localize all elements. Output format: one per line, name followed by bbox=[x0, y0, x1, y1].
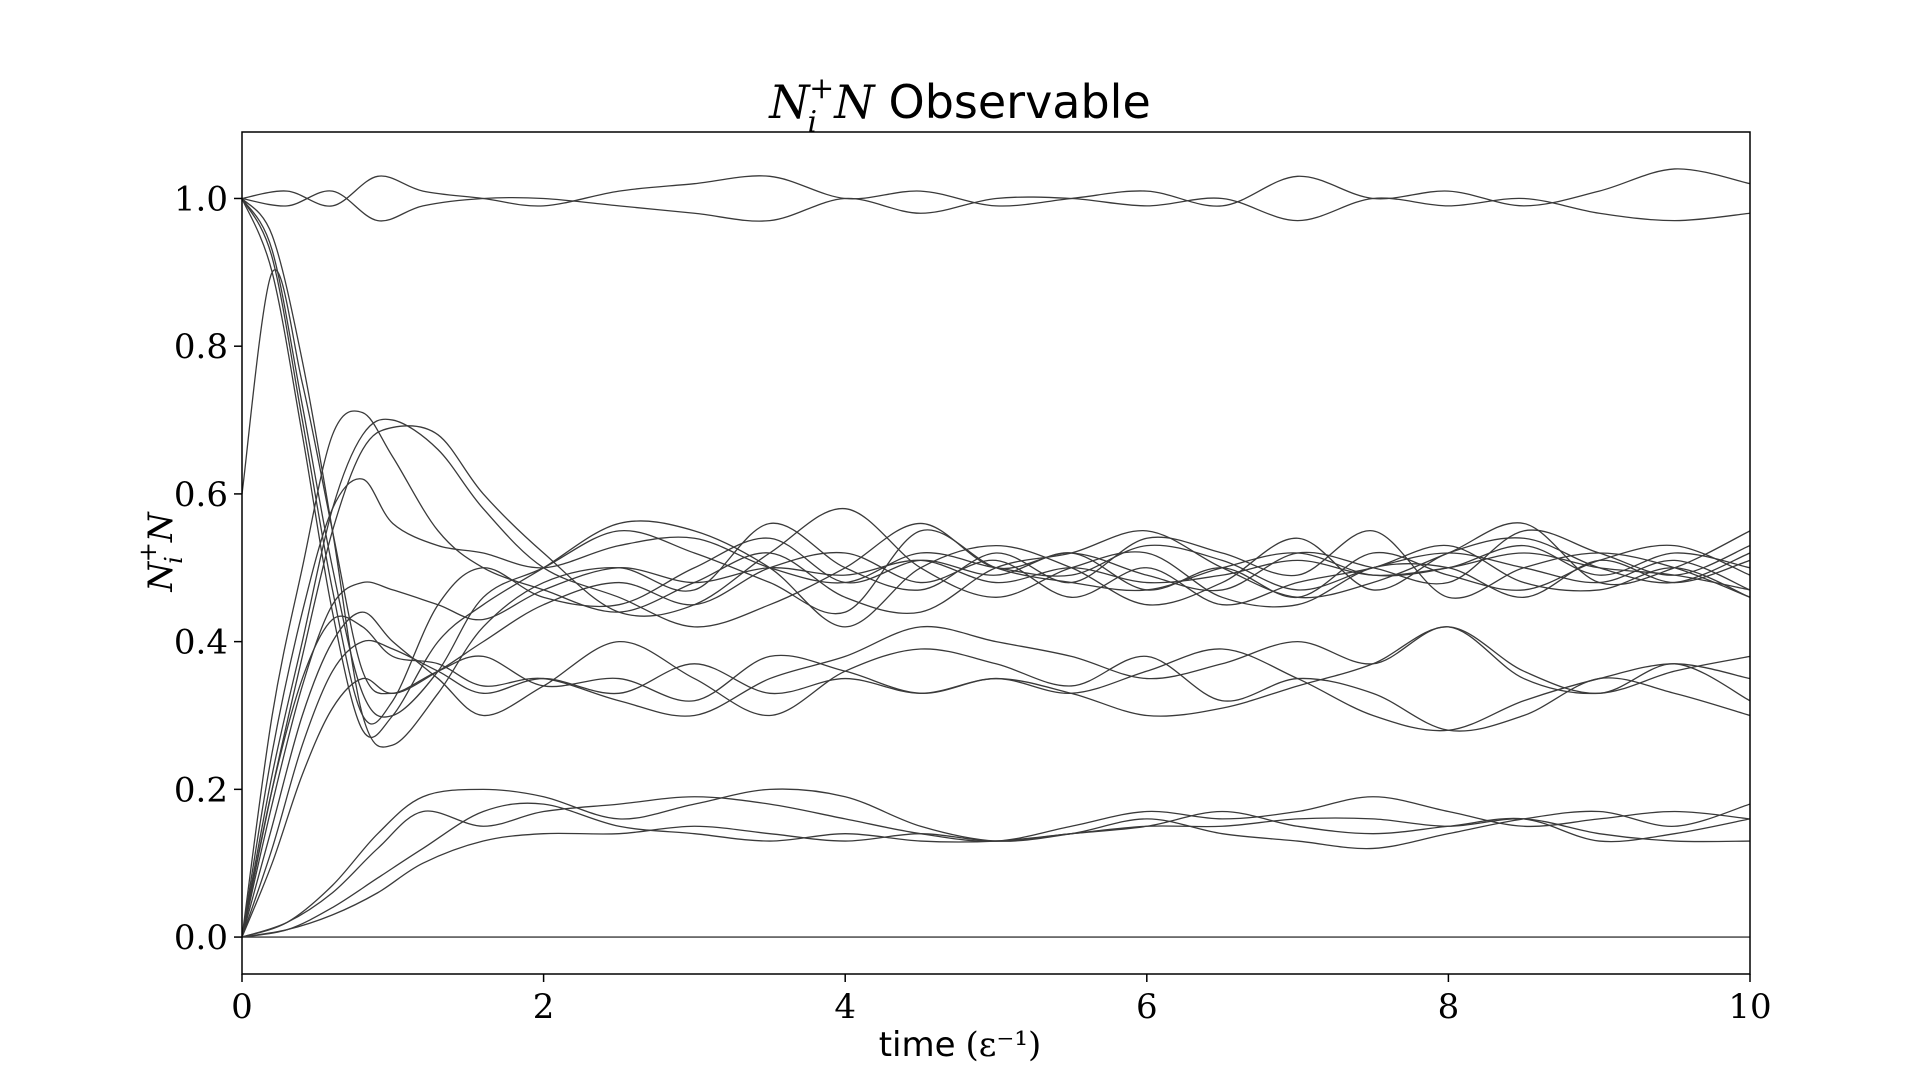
series-line-4 bbox=[242, 198, 1750, 738]
plot-frame bbox=[241, 131, 1751, 975]
series-line-14 bbox=[242, 611, 1750, 938]
y-tick-label: 0.2 bbox=[174, 770, 228, 810]
chart-title: Ni+N Observable bbox=[768, 71, 1151, 140]
y-axis: 0.0 0.2 0.4 0.6 0.8 1.0 bbox=[174, 179, 242, 958]
series-line-20 bbox=[242, 817, 1750, 938]
y-tick-label: 0.8 bbox=[174, 327, 228, 367]
y-tick-label: 1.0 bbox=[174, 179, 228, 219]
x-tick-label: 4 bbox=[834, 987, 856, 1027]
x-tick-label: 8 bbox=[1438, 987, 1460, 1027]
series-line-6 bbox=[242, 198, 1750, 725]
x-tick-label: 10 bbox=[1728, 987, 1771, 1027]
y-tick-label: 0.0 bbox=[174, 918, 228, 958]
y-axis-label: Ni+N bbox=[134, 511, 188, 593]
series-line-18 bbox=[242, 796, 1750, 938]
x-axis-label: time (ε⁻¹) bbox=[879, 1025, 1042, 1065]
series-line-19 bbox=[242, 802, 1750, 938]
series-line-15 bbox=[242, 626, 1750, 938]
y-tick-label: 0.6 bbox=[174, 475, 228, 515]
series-line-7 bbox=[242, 269, 1750, 695]
x-tick-label: 2 bbox=[533, 987, 555, 1027]
series-line-5 bbox=[242, 198, 1750, 748]
series-line-2 bbox=[242, 190, 1750, 222]
series-line-17 bbox=[242, 788, 1750, 938]
x-tick-label: 0 bbox=[231, 987, 253, 1027]
x-axis: 0 2 4 6 8 10 bbox=[231, 974, 1772, 1027]
x-tick-label: 6 bbox=[1136, 987, 1158, 1027]
series-group bbox=[242, 168, 1750, 938]
series-line-3 bbox=[242, 198, 1750, 718]
y-tick-label: 0.4 bbox=[174, 623, 228, 663]
series-line-12 bbox=[242, 552, 1750, 938]
series-line-1 bbox=[242, 168, 1750, 207]
series-line-8 bbox=[242, 418, 1750, 938]
series-line-16 bbox=[242, 648, 1750, 938]
series-line-11 bbox=[242, 478, 1750, 938]
